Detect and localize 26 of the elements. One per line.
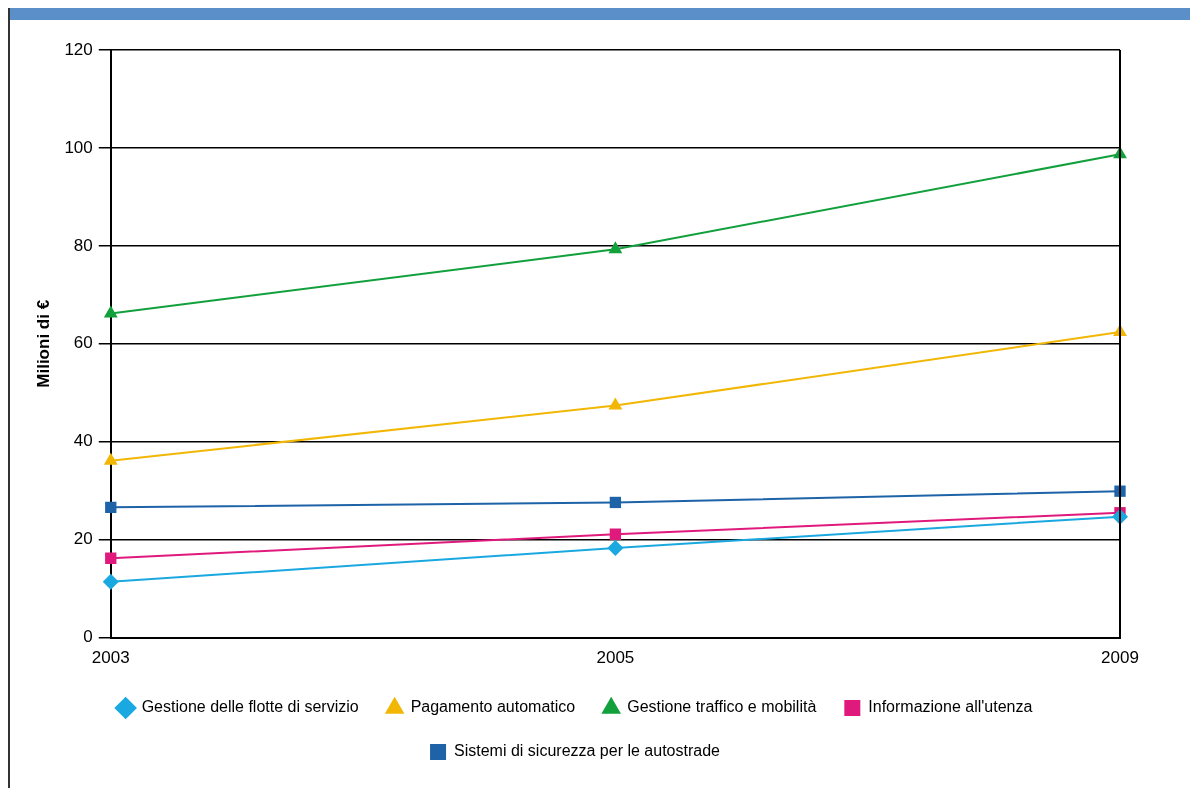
point	[609, 496, 622, 509]
y-axis-title: Milioni di €	[33, 299, 53, 388]
point	[103, 452, 118, 465]
point	[608, 397, 623, 410]
x-tick-label: 2005	[596, 648, 635, 668]
y-tick-label: 120	[64, 39, 93, 59]
point	[103, 305, 118, 318]
x-tick-label: 2003	[91, 648, 130, 668]
y-tick-label: 60	[73, 333, 93, 353]
legend-label: Gestione traffico e mobilità	[627, 698, 817, 716]
legend-label: Informazione all'utenza	[868, 698, 1033, 716]
y-tick-label: 40	[73, 431, 93, 451]
y-tick-label: 20	[73, 529, 93, 549]
point	[609, 528, 622, 540]
point	[102, 573, 119, 590]
point	[105, 501, 117, 514]
point	[105, 552, 117, 564]
legend-label: Sistemi di sicurezza per le autostrade	[454, 742, 721, 760]
y-tick-label: 80	[73, 235, 93, 255]
legend-label: Gestione delle flotte di servizio	[141, 698, 359, 716]
x-tick-label: 2009	[1101, 648, 1139, 668]
point	[608, 241, 623, 254]
legend-label: Pagamento automatico	[410, 698, 576, 716]
y-tick-label: 100	[64, 137, 93, 157]
point	[607, 539, 624, 556]
y-tick-label: 0	[83, 627, 93, 647]
